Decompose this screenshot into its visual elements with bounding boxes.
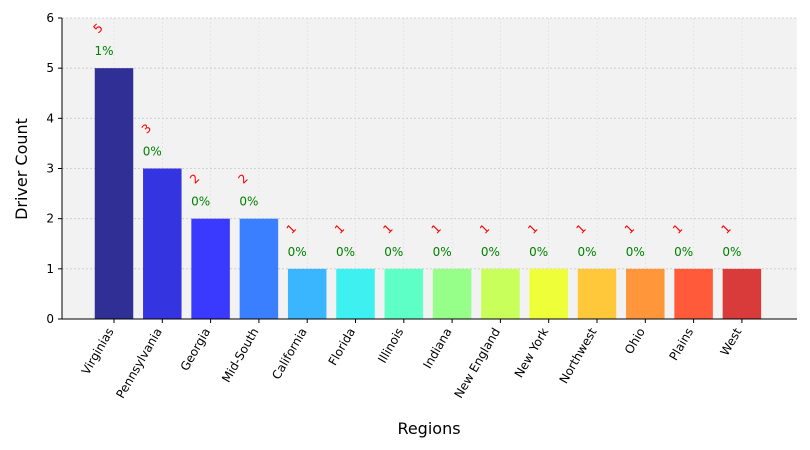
bar-plains: [674, 268, 713, 319]
x-tick-label: Georgia: [178, 326, 214, 374]
x-tick-label: Virginias: [79, 326, 117, 378]
bar-georgia: [191, 218, 230, 319]
y-tick-label: 5: [46, 61, 54, 75]
x-tick-label: Pennsylvania: [113, 326, 165, 401]
percent-label: 0%: [239, 195, 258, 209]
x-tick-label: Florida: [326, 326, 359, 368]
percent-label: 0%: [529, 245, 548, 259]
x-tick-label: Mid-South: [219, 326, 261, 385]
x-tick-label: Indiana: [420, 326, 454, 371]
bar-northwest: [577, 268, 617, 319]
x-tick-label: California: [269, 326, 310, 382]
percent-label: 0%: [674, 245, 693, 259]
bars: [94, 68, 762, 320]
y-axis-title: Driver Count: [12, 118, 31, 220]
x-tick-label: New York: [512, 325, 552, 380]
x-tick-label: Plains: [667, 326, 697, 363]
bar-new-york: [529, 268, 568, 319]
y-tick-label: 6: [46, 11, 54, 25]
percent-label: 0%: [433, 245, 452, 259]
percent-label: 0%: [191, 195, 210, 209]
bar-ohio: [626, 268, 665, 319]
percent-label: 0%: [481, 245, 500, 259]
x-tick-label: Northwest: [557, 325, 600, 386]
y-ticks: 0 1 2 3 4 5 6: [46, 11, 62, 326]
percent-label: 0%: [143, 145, 162, 159]
y-tick-label: 1: [46, 262, 54, 276]
bar-pennsylvania: [143, 168, 182, 319]
x-tick-label: New England: [452, 326, 503, 401]
percent-label: 0%: [626, 245, 645, 259]
percent-label: 0%: [384, 245, 403, 259]
bar-new-england: [481, 268, 520, 319]
bar-virginias: [94, 68, 134, 320]
bar-west: [722, 268, 762, 319]
x-tick-label: Illinois: [375, 326, 406, 366]
y-tick-label: 2: [46, 212, 54, 226]
percent-label: 0%: [722, 245, 741, 259]
x-axis-title: Regions: [397, 419, 460, 438]
y-tick-label: 3: [46, 162, 54, 176]
bar-california: [287, 268, 327, 319]
x-tick-label: Ohio: [622, 326, 648, 357]
bar-indiana: [432, 268, 472, 319]
bar-florida: [336, 268, 375, 319]
percent-label: 1%: [94, 44, 113, 58]
percent-label: 0%: [336, 245, 355, 259]
bar-illinois: [384, 268, 424, 319]
x-tick-label: West: [718, 325, 745, 358]
y-tick-label: 4: [46, 111, 54, 125]
percent-label: 0%: [288, 245, 307, 259]
y-tick-label: 0: [46, 312, 54, 326]
bar-mid-south: [239, 218, 279, 319]
percent-label: 0%: [577, 245, 596, 259]
